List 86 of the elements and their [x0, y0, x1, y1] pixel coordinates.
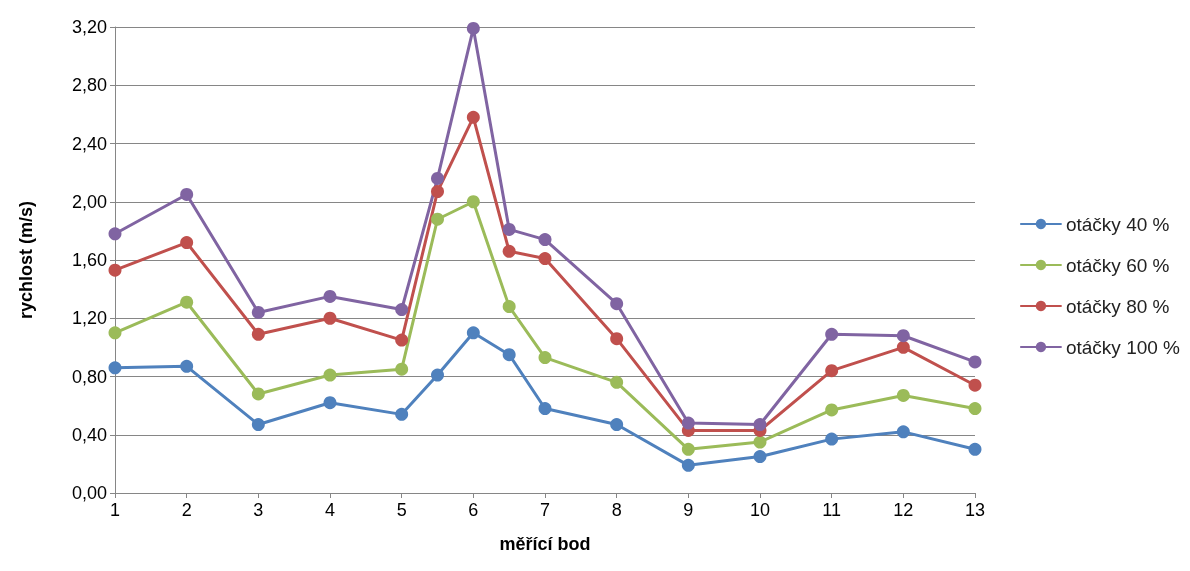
point: [502, 348, 516, 362]
point: [395, 333, 409, 347]
point: [466, 110, 480, 124]
point: [180, 187, 194, 201]
point: [610, 375, 624, 389]
point: [466, 21, 480, 35]
x-tick-label: 12: [893, 500, 914, 520]
point: [896, 329, 910, 343]
point: [681, 458, 695, 472]
y-tick-label: 1,20: [71, 308, 107, 329]
point: [466, 195, 480, 209]
point: [896, 340, 910, 354]
point: [180, 295, 194, 309]
point: [610, 297, 624, 311]
x-tick-label: 10: [749, 500, 771, 520]
point: [681, 442, 695, 456]
point: [681, 416, 695, 430]
x-tick-label: 8: [611, 500, 622, 520]
point: [108, 227, 122, 241]
point: [323, 368, 337, 382]
point: [968, 378, 982, 392]
point: [251, 387, 265, 401]
legend-label: otáčky 60 %: [1065, 254, 1170, 276]
point: [431, 185, 444, 199]
point: [251, 418, 265, 432]
point: [538, 402, 552, 416]
x-tick-label: 11: [822, 500, 842, 520]
point: [896, 425, 910, 439]
point: [466, 326, 480, 340]
y-tick-label: 0,00: [71, 483, 107, 503]
x-tick-label: 2: [181, 500, 192, 520]
x-tick-label: 3: [253, 500, 264, 520]
legend-label: otáčky 40 %: [1065, 213, 1170, 235]
point: [538, 233, 552, 247]
y-tick-label: 2,00: [71, 191, 107, 212]
y-tick-label: 3,20: [71, 17, 107, 37]
point: [825, 327, 839, 341]
point: [825, 364, 839, 378]
point: [108, 361, 122, 375]
point: [753, 435, 767, 449]
point: [825, 403, 839, 417]
y-tick-label: 1,60: [71, 250, 107, 270]
point: [968, 355, 982, 369]
point: [180, 236, 194, 250]
point: [896, 388, 910, 402]
point: [395, 303, 409, 317]
point: [610, 418, 624, 432]
point: [108, 263, 122, 277]
point: [431, 368, 444, 382]
x-tick-label: 4: [324, 500, 336, 520]
y-tick-label: 0,40: [71, 424, 107, 445]
point: [251, 327, 265, 341]
y-axis-title: rychlost (m/s): [16, 200, 36, 320]
x-tick-label: 13: [964, 500, 986, 520]
y-tick-label: 2,80: [71, 75, 107, 96]
point: [502, 244, 516, 258]
point: [968, 402, 982, 416]
x-tick-label: 5: [396, 500, 407, 520]
x-tick-label: 6: [468, 500, 479, 520]
point: [395, 407, 409, 421]
point: [753, 418, 767, 432]
x-tick-label: 9: [683, 500, 694, 520]
point: [538, 252, 552, 266]
y-tick-label: 0,80: [71, 366, 107, 387]
point: [431, 171, 444, 185]
x-axis-title: měřící bod: [499, 534, 591, 554]
x-tick-label: 7: [539, 500, 551, 520]
point: [610, 332, 624, 346]
point: [968, 442, 982, 456]
point: [108, 326, 122, 340]
point: [323, 396, 337, 410]
point: [180, 359, 194, 373]
point: [538, 351, 552, 365]
point: [502, 300, 516, 314]
point: [825, 432, 839, 446]
x-tick-label: 1: [109, 500, 121, 520]
point: [753, 450, 767, 464]
point: [502, 222, 516, 236]
y-tick-label: 2,40: [71, 133, 107, 154]
legend-label: otáčky 80 %: [1065, 295, 1170, 317]
legend-label: otáčky 100 %: [1065, 336, 1181, 358]
point: [323, 289, 337, 303]
point: [431, 212, 444, 226]
point: [395, 362, 409, 376]
point: [251, 305, 265, 319]
point: [323, 311, 337, 325]
